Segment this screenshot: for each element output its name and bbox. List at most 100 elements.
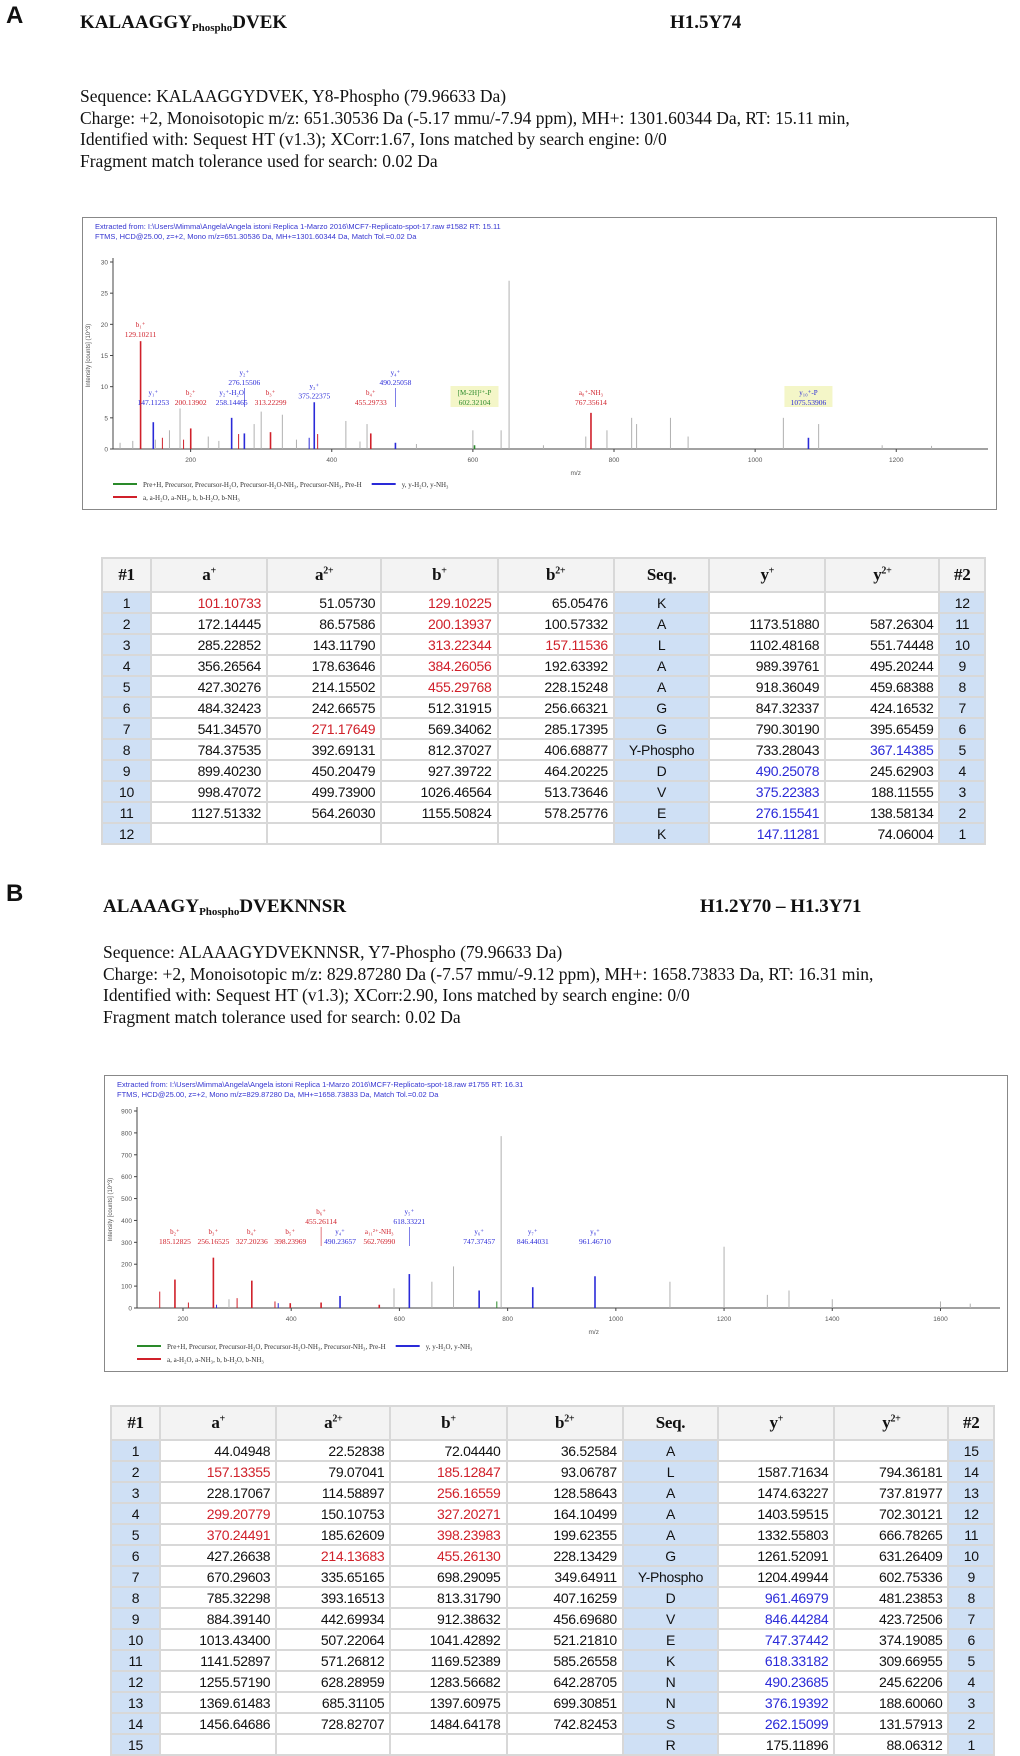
a-ion-cell: 285.22852 — [150, 633, 269, 656]
fragment-table-b: #1 a+ a2+ b+ b2+ Seq. y+ y2+ #2 1 44.04948 22.52838… — [109, 1405, 995, 1756]
b-ion-cell: 813.31790 — [389, 1586, 508, 1609]
info-line: Identified with: Sequest HT (v1.3); XCor… — [103, 985, 690, 1006]
peptide-title-a: KALAAGGYPhosphoDVEK — [80, 12, 287, 34]
table-row: 15 R 175.11896 88.06312 1 — [109, 1733, 995, 1756]
a-ion-cell: 356.26564 — [150, 654, 269, 677]
b2-ion-cell: 228.15248 — [496, 675, 615, 698]
b-ion-cell: 1397.60975 — [389, 1691, 508, 1714]
a-ion-cell: 427.26638 — [159, 1544, 278, 1567]
b-ion-cell: 1041.42892 — [389, 1628, 508, 1651]
peak-label: b₅⁺398.23969 — [274, 1228, 306, 1246]
a-ion-cell: 785.32298 — [159, 1586, 278, 1609]
table-row: 10 1013.43400 507.22064 1041.42892 521.21810… — [109, 1628, 995, 1651]
header-label: y — [873, 565, 882, 584]
peak-ion-label: y₅⁺ — [405, 1208, 415, 1216]
index-2-cell: 4 — [938, 759, 986, 782]
b-ion-cell: 313.22344 — [380, 633, 499, 656]
peak-mz-label: 147.11253 — [137, 398, 169, 407]
header-label: b — [441, 1413, 451, 1432]
column-header: #2 — [947, 1405, 995, 1441]
y-ion-cell: 376.19392 — [717, 1691, 836, 1714]
a2-ion-cell: 571.26812 — [275, 1649, 392, 1672]
sequence-residue-cell: S — [621, 1712, 720, 1735]
peak-label: y₁⁺147.11253 — [137, 389, 169, 407]
b-ion-cell: 185.12847 — [389, 1460, 508, 1483]
y-tick-label: 700 — [121, 1152, 132, 1159]
index-2-cell: 10 — [938, 633, 986, 656]
b-ion-cell: 455.26130 — [389, 1544, 508, 1567]
b2-ion-cell: 456.69680 — [505, 1607, 624, 1630]
peak-label: y₇⁺846.44031 — [517, 1228, 549, 1246]
peak-label: y₂⁺276.15506 — [228, 369, 260, 387]
y-tick-label: 15 — [101, 353, 109, 360]
table-row: 7 670.29603 335.65165 698.29095 349.64911 Y-P… — [109, 1565, 995, 1588]
y2-ion-cell: 245.62206 — [833, 1670, 950, 1693]
sequence-residue-cell: G — [621, 1544, 720, 1567]
b-ion-cell: 129.10225 — [380, 591, 499, 614]
header-label: Seq. — [646, 565, 677, 584]
b-ion-cell: 1026.46564 — [380, 780, 499, 803]
x-tick-label: 800 — [609, 457, 620, 464]
column-header: y+ — [708, 557, 827, 593]
b2-ion-cell: 157.11536 — [496, 633, 615, 656]
y-ion-cell: 847.32337 — [708, 696, 827, 719]
b2-ion-cell: 464.20225 — [496, 759, 615, 782]
peak-label: b₄⁺327.20236 — [236, 1228, 268, 1246]
label-highlight — [450, 386, 499, 407]
y-tick-label: 0 — [104, 447, 108, 454]
column-header: y2+ — [833, 1405, 950, 1441]
sequence-residue-cell: G — [612, 696, 711, 719]
sequence-residue-cell: A — [621, 1502, 720, 1525]
index-2-cell: 7 — [947, 1607, 995, 1630]
header-label: #1 — [127, 1413, 144, 1432]
peak-ion-label: [M-2H]²⁺-P — [458, 389, 492, 397]
peak-mz-label: 258.14465 — [216, 398, 248, 407]
peak-label: b₂⁺200.13902 — [175, 389, 207, 407]
index-2-cell: 9 — [938, 654, 986, 677]
peak-mz-label: 398.23969 — [274, 1237, 306, 1246]
y-tick-label: 30 — [101, 260, 109, 267]
a2-ion-cell: 450.20479 — [266, 759, 383, 782]
peak-ion-label: a₈⁺-NH₃ — [579, 389, 604, 397]
peak-ion-label: b₆⁺ — [316, 1208, 326, 1216]
table-row: 1 44.04948 22.52838 72.04440 36.52584 A 15 — [109, 1439, 995, 1462]
y-tick-label: 100 — [121, 1284, 132, 1291]
sequence-residue-cell: D — [621, 1586, 720, 1609]
peptide-info-a: Sequence: KALAAGGYDVEK, Y8-Phospho (79.9… — [80, 86, 850, 173]
peak-ion-label: y₂⁺ — [240, 369, 250, 377]
b2-ion-cell: 521.21810 — [505, 1628, 624, 1651]
x-tick-label: 1200 — [717, 1316, 732, 1323]
b-ion-cell: 1169.52389 — [389, 1649, 508, 1672]
header-charge: + — [777, 1413, 784, 1425]
legend-item: a, a-H₂O, a-NH₃, b, b-H₂O, b-NH₃ — [137, 1356, 264, 1364]
a2-ion-cell: 499.73900 — [266, 780, 383, 803]
sequence-residue-cell: A — [621, 1439, 720, 1462]
index-1-cell: 12 — [100, 822, 153, 845]
b2-ion-cell: 513.73646 — [496, 780, 615, 803]
sequence-residue-cell: A — [621, 1523, 720, 1546]
info-line: Fragment match tolerance used for search… — [80, 151, 438, 172]
b2-ion-cell: 228.13429 — [505, 1544, 624, 1567]
x-tick-label: 1600 — [933, 1316, 948, 1323]
table-row: 3 228.17067 114.58897 256.16559 128.58643 A 14… — [109, 1481, 995, 1504]
a-ion-cell: 899.40230 — [150, 759, 269, 782]
b2-ion-cell: 699.30851 — [505, 1691, 624, 1714]
index-1-cell: 4 — [109, 1502, 162, 1525]
index-1-cell: 7 — [100, 717, 153, 740]
sequence-residue-cell: K — [621, 1649, 720, 1672]
peak-ion-label: y₆⁺ — [474, 1228, 484, 1236]
b2-ion-cell: 128.58643 — [505, 1481, 624, 1504]
sequence-residue-cell: V — [612, 780, 711, 803]
index-2-cell: 8 — [947, 1586, 995, 1609]
y-ion-cell: 747.37442 — [717, 1628, 836, 1651]
x-tick-label: 200 — [185, 457, 196, 464]
column-header: b+ — [380, 557, 499, 593]
b-ion-cell — [380, 822, 499, 845]
b2-ion-cell: 406.68877 — [496, 738, 615, 761]
peak-ion-label: a₁₁²⁺-NH₃ — [365, 1228, 394, 1236]
peak-ion-label: y₃⁺ — [309, 382, 319, 390]
y-tick-label: 300 — [121, 1240, 132, 1247]
spectrum-a: Extracted from: I:\Users\Mimma\Angela\An… — [82, 217, 997, 510]
b2-ion-cell — [496, 822, 615, 845]
a-ion-cell: 784.37535 — [150, 738, 269, 761]
